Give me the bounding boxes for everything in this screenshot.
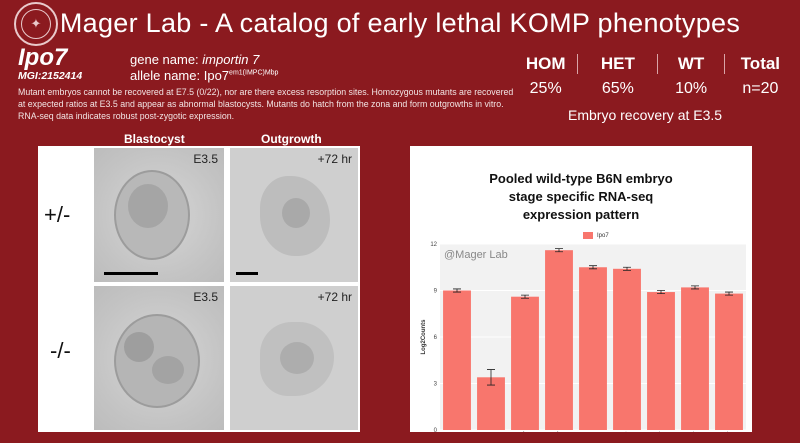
allele-label: allele name: xyxy=(130,68,201,83)
phenotype-description: Mutant embryos cannot be recovered at E7… xyxy=(18,87,514,121)
allele-base: Ipo7 xyxy=(203,68,230,83)
gene-name-value: importin 7 xyxy=(202,52,260,67)
hom-blastocyst-image: E3.5 xyxy=(94,286,224,430)
x-tick-label: 8_Cell xyxy=(546,431,562,432)
error-bar xyxy=(555,248,563,253)
y-axis-label: Log2Counts xyxy=(421,319,427,355)
bar-e6-5 xyxy=(681,287,709,430)
het-blastocyst-image: E3.5 xyxy=(94,148,224,282)
het-outgrowth-image: +72 hr xyxy=(230,148,358,282)
recovery-caption: Embryo recovery at E3.5 xyxy=(568,107,723,123)
recovery-value-het: 65% xyxy=(601,80,634,97)
gene-name-line: gene name: importin 7 xyxy=(130,52,259,67)
stage-label: E3.5 xyxy=(193,290,218,304)
error-bar xyxy=(725,291,733,296)
bar-morula xyxy=(579,267,607,430)
university-seal: ✦ xyxy=(14,2,58,46)
divider xyxy=(577,54,579,74)
embryo-image-panel: +/- -/- E3.5 +72 hr E3.5 +72 hr xyxy=(38,146,360,432)
rnaseq-chart-panel: Pooled wild-type B6N embryo stage specif… xyxy=(410,146,752,432)
seal-emblem-icon: ✦ xyxy=(21,9,51,39)
recovery-table: HOM HET WT Total 25% 65% 10% n=20 xyxy=(514,54,796,98)
mgi-id: MGI:2152414 xyxy=(18,70,83,82)
bar-chart: 036912Cumulus_cellsZygote2_Cell8_CellMor… xyxy=(421,242,746,432)
error-bar xyxy=(453,288,461,293)
bar-8-cell xyxy=(545,250,573,430)
abnormal-cells xyxy=(124,332,154,362)
outgrowth-core xyxy=(280,342,314,374)
scale-bar xyxy=(236,272,258,275)
genotype-label-het: +/- xyxy=(44,202,71,227)
chart-title: Pooled wild-type B6N embryo stage specif… xyxy=(410,170,752,224)
recovery-value-wt: 10% xyxy=(675,80,708,97)
recovery-header-wt: WT xyxy=(677,54,705,73)
genotype-label-hom: -/- xyxy=(50,338,71,363)
column-header-blastocyst: Blastocyst xyxy=(124,132,185,146)
stage-label: +72 hr xyxy=(317,290,352,304)
legend-label: Ipo7 xyxy=(597,232,609,239)
bar-2-cell xyxy=(511,296,539,430)
stage-label: +72 hr xyxy=(317,152,352,166)
allele-superscript: em1(IMPC)Mbp xyxy=(229,69,279,77)
abnormal-cells xyxy=(152,356,184,384)
error-bar xyxy=(589,265,597,270)
hom-outgrowth-image: +72 hr xyxy=(230,286,358,430)
gene-name-label: gene name: xyxy=(130,52,199,67)
bar-e7-5 xyxy=(715,293,743,430)
y-tick-label: 3 xyxy=(434,382,438,388)
x-tick-label: E5.5 xyxy=(651,431,664,432)
scale-bar xyxy=(104,272,158,275)
chart-title-line: expression pattern xyxy=(522,207,640,222)
gene-symbol: Ipo7 xyxy=(18,44,68,71)
y-tick-label: 12 xyxy=(430,242,437,248)
column-header-outgrowth: Outgrowth xyxy=(261,132,322,146)
chart-title-line: Pooled wild-type B6N embryo xyxy=(489,171,673,186)
recovery-header-total: Total xyxy=(740,54,781,73)
divider xyxy=(723,54,725,74)
x-tick-label: 2_Cell xyxy=(512,431,528,432)
error-bar xyxy=(691,285,699,290)
inner-cell-mass xyxy=(128,184,168,228)
x-tick-label: Blastocyst xyxy=(607,431,631,432)
x-tick-label: E6.5 xyxy=(685,431,698,432)
chart-watermark: @Mager Lab xyxy=(444,249,508,261)
bar-cumulus-cells xyxy=(443,290,471,430)
recovery-value-hom: 25% xyxy=(529,80,562,97)
divider xyxy=(657,54,659,74)
x-tick-label: Zygote xyxy=(477,431,495,432)
allele-line: allele name: Ipo7em1(IMPC)Mbp xyxy=(130,68,278,83)
stage-label: E3.5 xyxy=(193,152,218,166)
error-bar xyxy=(657,290,665,294)
chart-title-line: stage specific RNA-seq xyxy=(508,189,654,204)
x-tick-label: E7.5 xyxy=(719,431,732,432)
error-bar xyxy=(521,294,529,299)
recovery-header-hom: HOM xyxy=(525,54,566,73)
y-tick-label: 0 xyxy=(434,428,438,432)
recovery-header-het: HET xyxy=(600,54,635,73)
x-tick-label: Morula xyxy=(579,431,597,432)
bar-blastocyst xyxy=(613,268,641,430)
outgrowth-core xyxy=(282,198,310,228)
y-tick-label: 9 xyxy=(434,289,438,295)
bar-zygote xyxy=(477,377,505,430)
chart-legend: Ipo7 xyxy=(583,232,609,239)
page-title: Mager Lab - A catalog of early lethal KO… xyxy=(59,8,741,38)
y-tick-label: 6 xyxy=(434,335,438,341)
legend-swatch xyxy=(583,232,593,239)
error-bar xyxy=(623,266,631,271)
recovery-value-total: n=20 xyxy=(742,80,779,97)
error-bar xyxy=(487,369,495,386)
bar-e5-5 xyxy=(647,292,675,430)
